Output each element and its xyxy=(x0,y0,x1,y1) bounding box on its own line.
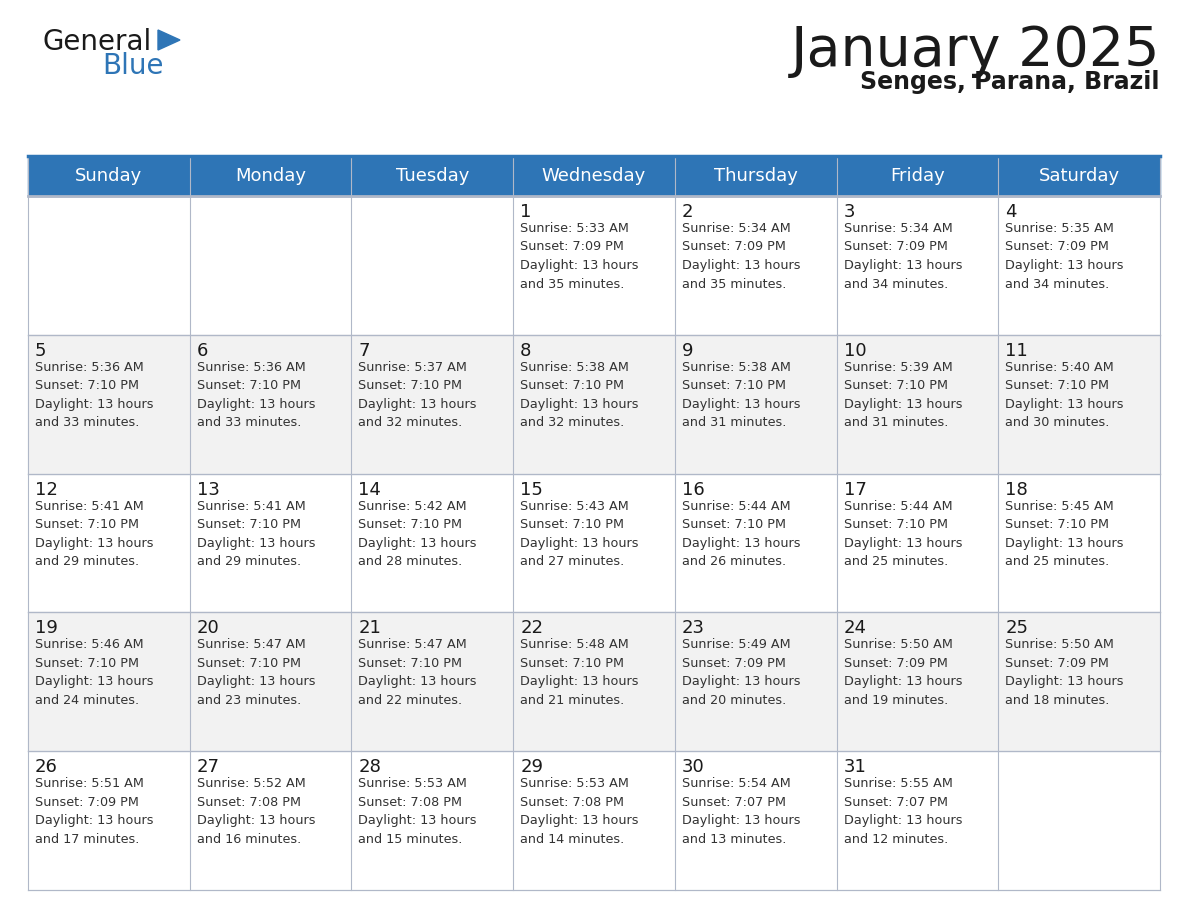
Text: Sunrise: 5:50 AM
Sunset: 7:09 PM
Daylight: 13 hours
and 19 minutes.: Sunrise: 5:50 AM Sunset: 7:09 PM Dayligh… xyxy=(843,638,962,707)
Text: 9: 9 xyxy=(682,341,694,360)
Text: Sunrise: 5:47 AM
Sunset: 7:10 PM
Daylight: 13 hours
and 23 minutes.: Sunrise: 5:47 AM Sunset: 7:10 PM Dayligh… xyxy=(197,638,315,707)
Text: Sunrise: 5:43 AM
Sunset: 7:10 PM
Daylight: 13 hours
and 27 minutes.: Sunrise: 5:43 AM Sunset: 7:10 PM Dayligh… xyxy=(520,499,639,568)
Text: 25: 25 xyxy=(1005,620,1029,637)
Text: Sunrise: 5:36 AM
Sunset: 7:10 PM
Daylight: 13 hours
and 33 minutes.: Sunrise: 5:36 AM Sunset: 7:10 PM Dayligh… xyxy=(34,361,153,430)
Text: 1: 1 xyxy=(520,203,531,221)
Text: 27: 27 xyxy=(197,758,220,777)
Text: January 2025: January 2025 xyxy=(790,24,1159,78)
Text: 10: 10 xyxy=(843,341,866,360)
Text: Sunrise: 5:44 AM
Sunset: 7:10 PM
Daylight: 13 hours
and 25 minutes.: Sunrise: 5:44 AM Sunset: 7:10 PM Dayligh… xyxy=(843,499,962,568)
Text: Sunrise: 5:48 AM
Sunset: 7:10 PM
Daylight: 13 hours
and 21 minutes.: Sunrise: 5:48 AM Sunset: 7:10 PM Dayligh… xyxy=(520,638,639,707)
Text: Sunrise: 5:33 AM
Sunset: 7:09 PM
Daylight: 13 hours
and 35 minutes.: Sunrise: 5:33 AM Sunset: 7:09 PM Dayligh… xyxy=(520,222,639,290)
Text: Sunrise: 5:51 AM
Sunset: 7:09 PM
Daylight: 13 hours
and 17 minutes.: Sunrise: 5:51 AM Sunset: 7:09 PM Dayligh… xyxy=(34,778,153,845)
Text: 24: 24 xyxy=(843,620,866,637)
Text: Sunrise: 5:41 AM
Sunset: 7:10 PM
Daylight: 13 hours
and 29 minutes.: Sunrise: 5:41 AM Sunset: 7:10 PM Dayligh… xyxy=(34,499,153,568)
Text: Sunrise: 5:44 AM
Sunset: 7:10 PM
Daylight: 13 hours
and 26 minutes.: Sunrise: 5:44 AM Sunset: 7:10 PM Dayligh… xyxy=(682,499,801,568)
Text: General: General xyxy=(42,28,151,56)
Text: 3: 3 xyxy=(843,203,855,221)
Text: 23: 23 xyxy=(682,620,704,637)
Text: Sunrise: 5:52 AM
Sunset: 7:08 PM
Daylight: 13 hours
and 16 minutes.: Sunrise: 5:52 AM Sunset: 7:08 PM Dayligh… xyxy=(197,778,315,845)
Text: Senges, Parana, Brazil: Senges, Parana, Brazil xyxy=(860,70,1159,94)
Text: 12: 12 xyxy=(34,481,58,498)
Text: Sunrise: 5:50 AM
Sunset: 7:09 PM
Daylight: 13 hours
and 18 minutes.: Sunrise: 5:50 AM Sunset: 7:09 PM Dayligh… xyxy=(1005,638,1124,707)
Bar xyxy=(29,196,1159,335)
Text: Sunrise: 5:47 AM
Sunset: 7:10 PM
Daylight: 13 hours
and 22 minutes.: Sunrise: 5:47 AM Sunset: 7:10 PM Dayligh… xyxy=(359,638,476,707)
Text: 16: 16 xyxy=(682,481,704,498)
Text: Sunrise: 5:42 AM
Sunset: 7:10 PM
Daylight: 13 hours
and 28 minutes.: Sunrise: 5:42 AM Sunset: 7:10 PM Dayligh… xyxy=(359,499,476,568)
Text: 26: 26 xyxy=(34,758,58,777)
Text: Sunrise: 5:55 AM
Sunset: 7:07 PM
Daylight: 13 hours
and 12 minutes.: Sunrise: 5:55 AM Sunset: 7:07 PM Dayligh… xyxy=(843,778,962,845)
Text: Sunrise: 5:53 AM
Sunset: 7:08 PM
Daylight: 13 hours
and 14 minutes.: Sunrise: 5:53 AM Sunset: 7:08 PM Dayligh… xyxy=(520,778,639,845)
Text: Sunrise: 5:37 AM
Sunset: 7:10 PM
Daylight: 13 hours
and 32 minutes.: Sunrise: 5:37 AM Sunset: 7:10 PM Dayligh… xyxy=(359,361,476,430)
Text: Wednesday: Wednesday xyxy=(542,167,646,185)
Text: 11: 11 xyxy=(1005,341,1028,360)
Text: Sunrise: 5:38 AM
Sunset: 7:10 PM
Daylight: 13 hours
and 32 minutes.: Sunrise: 5:38 AM Sunset: 7:10 PM Dayligh… xyxy=(520,361,639,430)
Text: 30: 30 xyxy=(682,758,704,777)
Text: Sunrise: 5:35 AM
Sunset: 7:09 PM
Daylight: 13 hours
and 34 minutes.: Sunrise: 5:35 AM Sunset: 7:09 PM Dayligh… xyxy=(1005,222,1124,290)
Text: Sunrise: 5:49 AM
Sunset: 7:09 PM
Daylight: 13 hours
and 20 minutes.: Sunrise: 5:49 AM Sunset: 7:09 PM Dayligh… xyxy=(682,638,801,707)
Text: Sunrise: 5:38 AM
Sunset: 7:10 PM
Daylight: 13 hours
and 31 minutes.: Sunrise: 5:38 AM Sunset: 7:10 PM Dayligh… xyxy=(682,361,801,430)
Text: Monday: Monday xyxy=(235,167,307,185)
Text: Sunrise: 5:41 AM
Sunset: 7:10 PM
Daylight: 13 hours
and 29 minutes.: Sunrise: 5:41 AM Sunset: 7:10 PM Dayligh… xyxy=(197,499,315,568)
Text: Sunrise: 5:46 AM
Sunset: 7:10 PM
Daylight: 13 hours
and 24 minutes.: Sunrise: 5:46 AM Sunset: 7:10 PM Dayligh… xyxy=(34,638,153,707)
Text: 13: 13 xyxy=(197,481,220,498)
Text: 15: 15 xyxy=(520,481,543,498)
Text: 20: 20 xyxy=(197,620,220,637)
Text: Saturday: Saturday xyxy=(1038,167,1120,185)
Bar xyxy=(29,612,1159,751)
Text: 4: 4 xyxy=(1005,203,1017,221)
Text: 6: 6 xyxy=(197,341,208,360)
Text: 19: 19 xyxy=(34,620,58,637)
Text: Sunrise: 5:39 AM
Sunset: 7:10 PM
Daylight: 13 hours
and 31 minutes.: Sunrise: 5:39 AM Sunset: 7:10 PM Dayligh… xyxy=(843,361,962,430)
Bar xyxy=(29,335,1159,474)
Text: 18: 18 xyxy=(1005,481,1028,498)
Text: Sunrise: 5:53 AM
Sunset: 7:08 PM
Daylight: 13 hours
and 15 minutes.: Sunrise: 5:53 AM Sunset: 7:08 PM Dayligh… xyxy=(359,778,476,845)
Text: Sunrise: 5:34 AM
Sunset: 7:09 PM
Daylight: 13 hours
and 34 minutes.: Sunrise: 5:34 AM Sunset: 7:09 PM Dayligh… xyxy=(843,222,962,290)
Text: Sunrise: 5:45 AM
Sunset: 7:10 PM
Daylight: 13 hours
and 25 minutes.: Sunrise: 5:45 AM Sunset: 7:10 PM Dayligh… xyxy=(1005,499,1124,568)
Text: 28: 28 xyxy=(359,758,381,777)
Text: 2: 2 xyxy=(682,203,694,221)
Text: 5: 5 xyxy=(34,341,46,360)
Text: Sunrise: 5:40 AM
Sunset: 7:10 PM
Daylight: 13 hours
and 30 minutes.: Sunrise: 5:40 AM Sunset: 7:10 PM Dayligh… xyxy=(1005,361,1124,430)
Text: Blue: Blue xyxy=(102,52,164,80)
Text: 31: 31 xyxy=(843,758,866,777)
Polygon shape xyxy=(158,30,181,50)
Text: 8: 8 xyxy=(520,341,531,360)
Text: 14: 14 xyxy=(359,481,381,498)
Text: 17: 17 xyxy=(843,481,866,498)
Text: Sunrise: 5:34 AM
Sunset: 7:09 PM
Daylight: 13 hours
and 35 minutes.: Sunrise: 5:34 AM Sunset: 7:09 PM Dayligh… xyxy=(682,222,801,290)
Text: Sunday: Sunday xyxy=(75,167,143,185)
Text: 7: 7 xyxy=(359,341,369,360)
Text: Thursday: Thursday xyxy=(714,167,797,185)
Text: Tuesday: Tuesday xyxy=(396,167,469,185)
Text: Sunrise: 5:36 AM
Sunset: 7:10 PM
Daylight: 13 hours
and 33 minutes.: Sunrise: 5:36 AM Sunset: 7:10 PM Dayligh… xyxy=(197,361,315,430)
Bar xyxy=(29,156,1159,196)
Text: Friday: Friday xyxy=(890,167,944,185)
Text: 22: 22 xyxy=(520,620,543,637)
Text: Sunrise: 5:54 AM
Sunset: 7:07 PM
Daylight: 13 hours
and 13 minutes.: Sunrise: 5:54 AM Sunset: 7:07 PM Dayligh… xyxy=(682,778,801,845)
Text: 21: 21 xyxy=(359,620,381,637)
Bar xyxy=(29,751,1159,890)
Text: 29: 29 xyxy=(520,758,543,777)
Bar xyxy=(29,474,1159,612)
